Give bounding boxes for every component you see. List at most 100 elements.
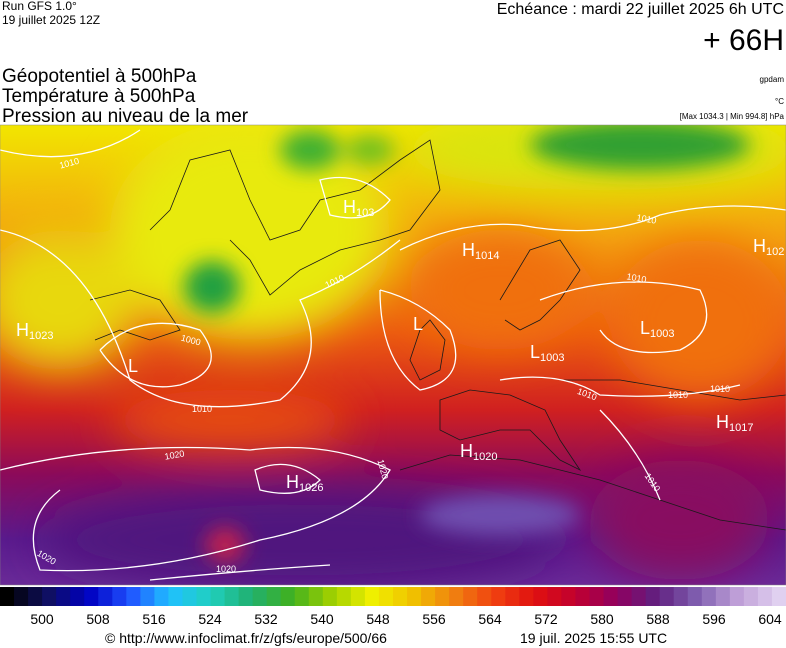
colorbar-swatch	[266, 587, 282, 606]
field-title: Géopotentiel à 500hPa	[2, 66, 197, 87]
colorbar-swatch	[350, 587, 366, 606]
unit-label: [Max 1034.3 | Min 994.8] hPa	[680, 112, 785, 121]
run-date: 19 juillet 2025 12Z	[2, 13, 100, 27]
center-value: 1026	[299, 482, 323, 494]
colorbar-swatch	[645, 587, 661, 606]
colorbar-swatch	[378, 587, 394, 606]
colorbar-swatch	[715, 587, 731, 606]
colorbar-swatch	[547, 587, 562, 606]
pressure-center: H103	[343, 197, 374, 219]
colorbar-swatch	[757, 587, 773, 606]
colorbar-swatch	[224, 587, 240, 606]
colorbar-swatch	[687, 587, 703, 606]
colorbar-swatch	[519, 587, 534, 606]
unit-label: °C	[775, 97, 784, 106]
colorbar-swatch	[182, 587, 197, 606]
field-title: Température à 500hPa	[2, 86, 196, 107]
colorbar-swatch	[505, 587, 520, 606]
colorbar-swatch	[56, 587, 71, 606]
colorbar-tick-label: 572	[534, 611, 558, 627]
center-value: 1003	[650, 328, 674, 340]
pressure-center: L1003	[530, 342, 565, 364]
isobar-label: 1020	[164, 448, 185, 461]
center-value: 1020	[473, 451, 497, 463]
colorbar-swatch	[701, 587, 717, 606]
pressure-center: H102	[753, 236, 784, 258]
center-type: L	[640, 318, 650, 338]
colorbar: 500 508 516 524 532 540 548 556 564 572 580 588 596 6…	[0, 587, 786, 627]
colorbar-tick-label: 548	[366, 611, 390, 627]
center-value: 1014	[475, 250, 499, 262]
colorbar-swatch	[435, 587, 450, 606]
colorbar-swatch	[449, 587, 464, 606]
colorbar-swatch	[477, 587, 492, 606]
coastlines	[89, 139, 786, 531]
colorbar-swatch	[210, 587, 226, 606]
colorbar-swatch	[42, 587, 57, 606]
colorbar-swatch	[617, 587, 633, 606]
colorbar-tick-label: 580	[590, 611, 614, 627]
run-label: Run GFS 1.0°	[2, 0, 77, 13]
pressure-center: H1017	[716, 412, 753, 434]
isobar-label: 1010	[668, 390, 688, 400]
colorbar-swatch	[322, 587, 338, 606]
center-type: H	[753, 236, 766, 256]
isobar-label: 1010	[192, 404, 212, 414]
colorbar-tick-label: 588	[646, 611, 670, 627]
center-type: H	[462, 240, 475, 260]
center-type: L	[530, 342, 540, 362]
colorbar-swatch	[533, 587, 548, 606]
colorbar-swatch	[407, 587, 422, 606]
center-type: H	[460, 441, 473, 461]
field-title: Pression au niveau de la mer	[2, 106, 249, 127]
colorbar-swatch	[729, 587, 745, 606]
isobar-label: 1010	[710, 384, 730, 394]
colorbar-swatch	[84, 587, 99, 606]
colorbar-swatch	[154, 587, 169, 606]
center-type: H	[16, 320, 29, 340]
map-field: 1010101010101010100010101020102010201020…	[0, 125, 786, 585]
pressure-center: H1026	[286, 472, 323, 494]
colorbar-swatch	[589, 587, 605, 606]
colorbar-tick-label: 540	[310, 611, 334, 627]
colorbar-swatch	[364, 587, 380, 606]
colorbar-tick-label: 508	[86, 611, 110, 627]
colorbar-swatch	[421, 587, 436, 606]
colorbar-swatch	[196, 587, 212, 606]
pressure-center: H1020	[460, 441, 497, 463]
lead-time: + 66H	[703, 24, 784, 57]
center-type: H	[343, 197, 356, 217]
colorbar-tick-label: 556	[422, 611, 446, 627]
center-value: 102	[766, 246, 784, 258]
colorbar-tick-label: 604	[758, 611, 782, 627]
colorbar-swatch	[70, 587, 85, 606]
colorbar-swatch	[0, 587, 15, 606]
colorbar-swatch	[603, 587, 619, 606]
isobars	[0, 129, 786, 581]
center-value: 1003	[540, 352, 564, 364]
colorbar-swatch	[491, 587, 506, 606]
center-value: 1023	[29, 330, 53, 342]
colorbar-swatch	[463, 587, 478, 606]
colorbar-swatch	[308, 587, 324, 606]
isobar-label: 1010	[626, 271, 647, 284]
valid-time: Echéance : mardi 22 juillet 2025 6h UTC	[497, 1, 784, 18]
source-url: © http://www.infoclimat.fr/z/gfs/europe/…	[105, 630, 387, 646]
timestamp: 19 juil. 2025 15:55 UTC	[520, 630, 667, 646]
colorbar-swatch	[140, 587, 155, 606]
colorbar-tick-label: 516	[142, 611, 166, 627]
colorbar-swatch	[280, 587, 296, 606]
pressure-center: L	[128, 356, 138, 376]
colorbar-swatch	[561, 587, 576, 606]
colorbar-swatch	[393, 587, 408, 606]
colorbar-swatch	[238, 587, 254, 606]
center-value: 1017	[729, 422, 753, 434]
pressure-center: L1003	[640, 318, 675, 340]
colorbar-swatch	[168, 587, 183, 606]
colorbar-tick-label: 524	[198, 611, 222, 627]
isobar-label: 1010	[636, 212, 657, 225]
center-type: H	[286, 472, 299, 492]
center-type: L	[413, 314, 423, 334]
colorbar-tick-label: 500	[30, 611, 54, 627]
